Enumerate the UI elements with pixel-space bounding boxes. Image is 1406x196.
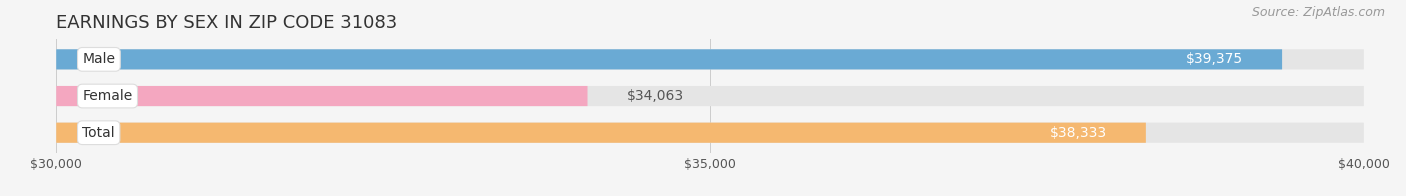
Text: $39,375: $39,375: [1185, 52, 1243, 66]
FancyBboxPatch shape: [56, 123, 1146, 143]
Text: Male: Male: [83, 52, 115, 66]
FancyBboxPatch shape: [56, 49, 1282, 69]
Text: Source: ZipAtlas.com: Source: ZipAtlas.com: [1251, 6, 1385, 19]
Text: Female: Female: [83, 89, 132, 103]
FancyBboxPatch shape: [56, 123, 1364, 143]
Text: EARNINGS BY SEX IN ZIP CODE 31083: EARNINGS BY SEX IN ZIP CODE 31083: [56, 14, 398, 32]
FancyBboxPatch shape: [56, 86, 1364, 106]
FancyBboxPatch shape: [56, 49, 1364, 69]
Text: $34,063: $34,063: [627, 89, 683, 103]
FancyBboxPatch shape: [56, 86, 588, 106]
Text: $38,333: $38,333: [1049, 126, 1107, 140]
Text: Total: Total: [83, 126, 115, 140]
